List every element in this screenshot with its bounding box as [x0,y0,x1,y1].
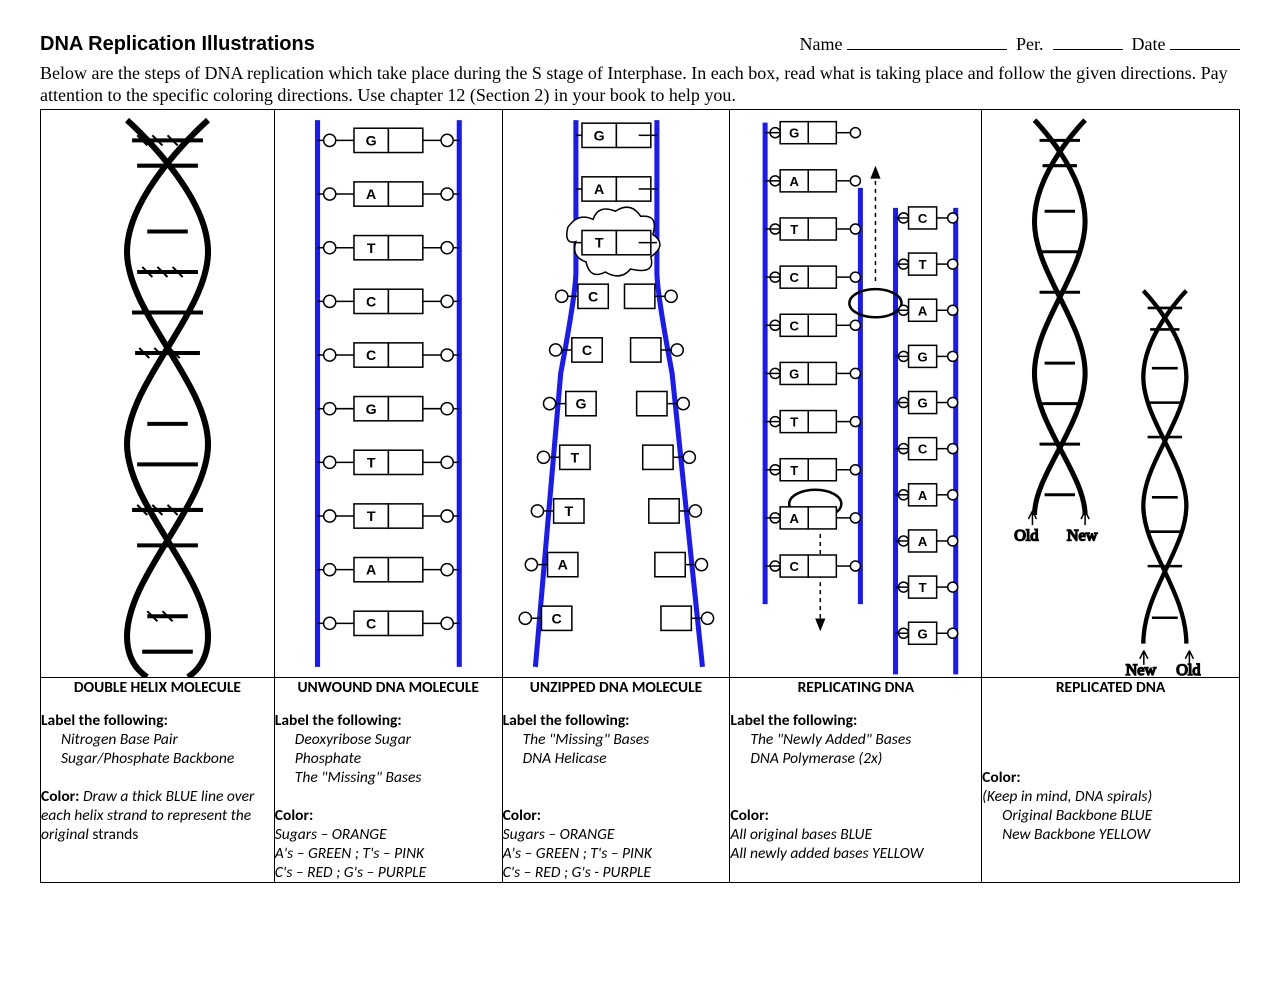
text-col-2: UNWOUND DNA MOLECULE Label the following… [274,677,502,882]
svg-text:C: C [918,441,928,456]
label-item: The "Newly Added" Bases [730,730,981,749]
svg-text:G: G [790,126,800,141]
col-title: REPLICATED DNA [982,678,1239,697]
per-blank[interactable] [1053,30,1123,50]
svg-text:G: G [365,402,376,418]
text-col-1: DOUBLE HELIX MOLECULE Label the followin… [41,677,275,882]
label-heading: Label the following: [275,711,502,730]
svg-text:G: G [918,395,928,410]
diagram-double-helix [41,109,275,677]
text-col-4: REPLICATING DNA Label the following: The… [730,677,982,882]
svg-text:G: G [365,133,376,149]
diagram-unzipped: G A T C C G T T A C [502,109,730,677]
header-fields: Name Per. Date [800,30,1240,55]
intro-text: Below are the steps of DNA replication w… [40,62,1240,107]
name-blank[interactable] [847,30,1007,50]
svg-text:C: C [366,294,376,310]
label-item: The "Missing" Bases [503,730,730,749]
svg-text:T: T [594,235,603,251]
per-label: Per. [1016,34,1044,54]
color-heading: Color: [275,806,502,825]
col-title: REPLICATING DNA [730,678,981,697]
name-label: Name [800,34,843,54]
label-item: Phosphate [275,749,502,768]
page-title: DNA Replication Illustrations [40,33,800,56]
color-line: All newly added bases YELLOW [730,844,981,863]
color-tail: strands [92,825,138,844]
new-label-1: New [1067,526,1098,544]
svg-text:T: T [791,463,799,478]
old-label-2: Old [1176,661,1200,677]
color-heading: Color: [730,806,981,825]
svg-text:C: C [790,270,800,285]
color-line: C's – RED ; G's – PURPLE [275,863,502,882]
svg-text:A: A [366,563,376,579]
svg-text:G: G [918,626,928,641]
svg-text:A: A [790,511,800,526]
svg-text:T: T [570,450,579,466]
svg-text:T: T [791,222,799,237]
label-item: Sugar/Phosphate Backbone [41,749,274,768]
svg-text:C: C [588,289,598,305]
color-line: Sugars – ORANGE [503,825,730,844]
color-line: C's – RED ; G's - PURPLE [503,863,730,882]
color-line: Sugars – ORANGE [275,825,502,844]
date-blank[interactable] [1170,30,1240,50]
color-line: A's – GREEN ; T's – PINK [275,844,502,863]
svg-text:C: C [366,616,376,632]
svg-text:A: A [594,182,604,198]
old-label-1: Old [1014,526,1038,544]
label-heading: Label the following: [730,711,981,730]
svg-text:C: C [790,318,800,333]
svg-text:A: A [918,488,928,503]
diagram-replicating: G A T C C G T T A C C T A G G C A A T G [730,109,982,677]
new-label-2: New [1126,661,1157,677]
svg-text:C: C [582,343,592,359]
main-grid: G A T C C G T T A C G A T C C G T T A C G A T C C G T T A C C T A G G C A… [40,109,1240,883]
svg-text:A: A [918,303,928,318]
svg-text:A: A [790,174,800,189]
label-item: DNA Polymerase (2x) [730,749,981,768]
text-col-3: UNZIPPED DNA MOLECULE Label the followin… [502,677,730,882]
label-item: DNA Helicase [503,749,730,768]
svg-text:T: T [564,504,573,520]
svg-text:C: C [918,211,928,226]
color-line: New Backbone YELLOW [982,825,1239,844]
svg-text:T: T [367,509,376,525]
svg-text:G: G [593,128,604,144]
svg-text:C: C [551,611,561,627]
svg-text:G: G [575,396,586,412]
svg-text:C: C [790,559,800,574]
svg-text:A: A [918,534,928,549]
color-line: All original bases BLUE [730,825,981,844]
svg-text:A: A [557,557,567,573]
svg-text:T: T [791,414,799,429]
svg-text:T: T [367,455,376,471]
diagram-unwound: G A T C C G T T A C [274,109,502,677]
svg-text:T: T [367,241,376,257]
color-line: A's – GREEN ; T's – PINK [503,844,730,863]
label-item: Deoxyribose Sugar [275,730,502,749]
color-line: (Keep in mind, DNA spirals) [982,787,1239,806]
svg-text:T: T [919,580,927,595]
col-title: UNZIPPED DNA MOLECULE [503,678,730,697]
date-label: Date [1132,34,1166,54]
svg-text:T: T [919,257,927,272]
color-line: Original Backbone BLUE [982,806,1239,825]
color-heading: Color: [982,768,1239,787]
label-item: The "Missing" Bases [275,768,502,787]
label-item: Nitrogen Base Pair [41,730,274,749]
color-heading: Color: [503,806,730,825]
svg-text:G: G [918,349,928,364]
svg-text:C: C [366,348,376,364]
color-heading: Color: [41,787,79,806]
label-heading: Label the following: [503,711,730,730]
text-col-5: REPLICATED DNA Color: (Keep in mind, DNA… [982,677,1240,882]
label-heading: Label the following: [41,711,274,730]
col-title: UNWOUND DNA MOLECULE [275,678,502,697]
diagram-replicated: Old New New Old [982,109,1240,677]
col-title: DOUBLE HELIX MOLECULE [41,678,274,697]
svg-text:G: G [790,366,800,381]
svg-text:A: A [366,187,376,203]
